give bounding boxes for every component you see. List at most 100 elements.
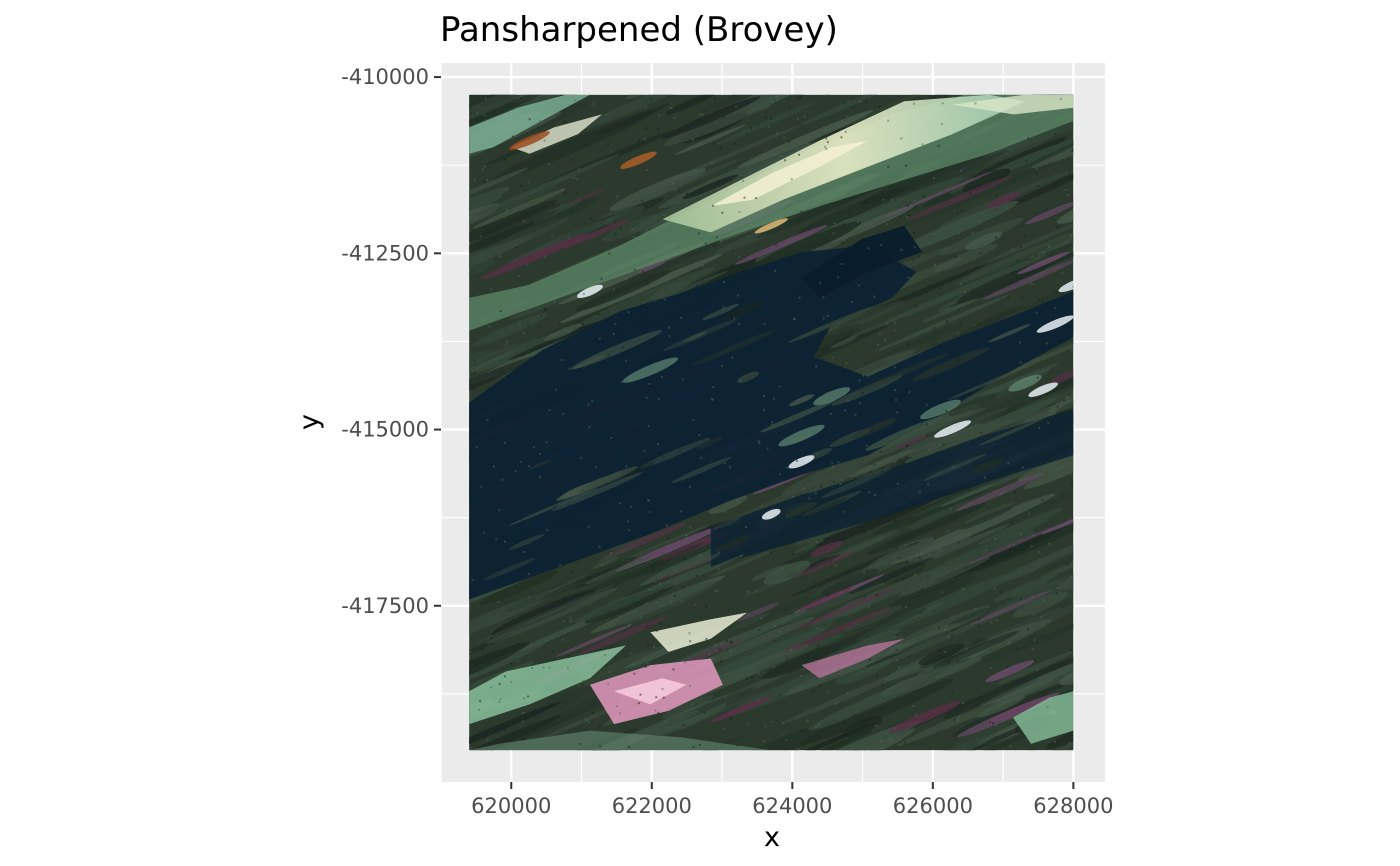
noise-pixel	[720, 240, 723, 243]
noise-pixel	[597, 313, 600, 316]
noise-pixel	[786, 466, 789, 469]
noise-pixel	[668, 335, 671, 338]
noise-pixel	[517, 643, 519, 646]
magenta-strip	[955, 473, 1044, 512]
forest-streak	[978, 401, 1030, 425]
noise-pixel	[780, 155, 783, 158]
noise-pixel	[750, 675, 753, 678]
noise-pixel	[738, 322, 741, 325]
noise-pixel	[854, 477, 856, 480]
island-streak	[820, 467, 892, 499]
noise-pixel	[797, 97, 800, 100]
island-streak	[551, 472, 643, 512]
forest-streak	[469, 343, 519, 368]
noise-pixel	[902, 578, 905, 580]
noise-pixel	[933, 177, 935, 180]
noise-pixel	[1030, 282, 1033, 285]
noise-pixel	[625, 465, 628, 468]
noise-pixel	[1013, 544, 1016, 547]
noise-pixel	[921, 143, 924, 146]
noise-pixel	[1038, 261, 1041, 264]
noise-pixel	[506, 340, 509, 343]
noise-pixel	[688, 485, 691, 488]
magenta-strip	[907, 175, 1012, 221]
noise-pixel	[630, 652, 633, 655]
forest-streak	[469, 186, 510, 239]
island-streak	[907, 436, 954, 458]
noise-pixel	[932, 343, 935, 346]
noise-pixel	[878, 106, 881, 109]
noise-pixel	[655, 629, 658, 632]
forest-streak	[492, 110, 656, 181]
forest-streak	[761, 643, 842, 680]
noise-pixel	[842, 223, 845, 226]
forest-streak	[835, 657, 892, 685]
noise-pixel	[518, 275, 521, 277]
noise-pixel	[933, 537, 936, 540]
noise-pixel	[647, 425, 650, 428]
forest-streak	[977, 363, 1059, 399]
forest-streak	[844, 605, 903, 632]
noise-pixel	[520, 184, 523, 187]
island-streak	[713, 516, 742, 530]
noise-pixel	[1059, 98, 1062, 101]
noise-pixel	[723, 281, 725, 283]
noise-pixel	[648, 499, 651, 502]
noise-pixel	[576, 178, 579, 181]
noise-pixel	[879, 451, 882, 453]
noise-pixel	[633, 268, 636, 271]
noise-pixel	[619, 712, 621, 715]
island-streak	[670, 457, 732, 484]
noise-pixel	[746, 722, 749, 725]
forest-streak	[752, 632, 846, 673]
noise-pixel	[503, 158, 506, 161]
noise-pixel	[960, 282, 962, 285]
magenta-strip	[555, 624, 633, 657]
island-streak	[807, 472, 857, 494]
noise-pixel	[538, 453, 541, 456]
noise-pixel	[846, 431, 849, 434]
forest-streak	[576, 644, 673, 688]
forest-streak	[800, 678, 955, 745]
noise-pixel	[710, 162, 713, 164]
noise-pixel	[490, 686, 493, 689]
noise-pixel	[771, 720, 774, 723]
island-streak	[708, 549, 774, 578]
forest-streak	[711, 719, 840, 751]
x-axis-title: x	[764, 822, 780, 853]
noise-pixel	[788, 512, 791, 515]
noise-pixel	[771, 101, 774, 104]
noise-pixel	[538, 475, 541, 478]
noise-pixel	[506, 188, 508, 191]
noise-pixel	[928, 449, 931, 452]
noise-pixel	[1069, 648, 1072, 651]
noise-pixel	[763, 408, 766, 411]
noise-pixel	[704, 242, 707, 245]
noise-pixel	[545, 639, 548, 642]
noise-pixel	[519, 463, 522, 466]
noise-pixel	[1037, 185, 1040, 187]
noise-pixel	[673, 469, 676, 472]
noise-pixel	[637, 139, 640, 142]
noise-pixel	[894, 520, 896, 523]
noise-pixel	[726, 640, 729, 643]
noise-pixel	[647, 404, 649, 407]
noise-pixel	[1072, 285, 1074, 288]
noise-pixel	[958, 308, 960, 311]
noise-pixel	[914, 304, 917, 307]
noise-pixel	[778, 431, 781, 434]
forest-streak	[971, 305, 1024, 329]
noise-pixel	[646, 662, 649, 665]
noise-pixel	[927, 575, 929, 578]
noise-pixel	[498, 497, 500, 500]
noise-pixel	[865, 444, 868, 447]
noise-pixel	[913, 199, 916, 202]
magenta-strip	[888, 701, 961, 733]
forest-streak	[469, 94, 572, 141]
noise-pixel	[1056, 587, 1059, 589]
magenta-strip	[969, 590, 1052, 626]
island-streak	[543, 323, 582, 342]
forest-streak	[977, 696, 1026, 718]
noise-pixel	[714, 135, 717, 138]
noise-pixel	[624, 359, 627, 362]
